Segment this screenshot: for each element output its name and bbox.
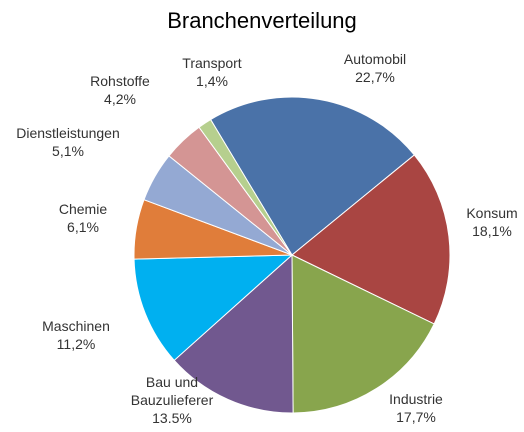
- value-label: 1,4%: [196, 73, 228, 89]
- value-label: 18,1%: [472, 223, 512, 239]
- chart-title: Branchenverteilung: [167, 8, 357, 33]
- pie-slice: [209, 96, 416, 256]
- category-label: Bau und Bauzulieferer: [130, 374, 214, 408]
- value-label: 22,7%: [355, 69, 395, 85]
- slice-label: Chemie 6,1%: [59, 200, 107, 236]
- category-label: Industrie: [389, 391, 443, 407]
- value-label: 5,1%: [52, 143, 84, 159]
- value-label: 17,7%: [396, 409, 436, 425]
- value-label: 4,2%: [104, 91, 136, 107]
- pie-slice: [133, 254, 294, 362]
- value-label: 6,1%: [67, 219, 99, 235]
- slice-label: Automobil 22,7%: [344, 50, 406, 86]
- pie-slice: [291, 254, 435, 414]
- slice-label: Rohstoffe 4,2%: [90, 72, 150, 108]
- pie-slice: [173, 253, 294, 414]
- category-label: Chemie: [58, 201, 108, 217]
- slice-label: Bau und Bauzulieferer 13.5%: [112, 373, 232, 427]
- value-label: 13.5%: [152, 410, 192, 426]
- slice-label: Dienstleistungen 5,1%: [16, 124, 120, 160]
- category-label: Konsum: [466, 205, 518, 221]
- category-label: Automobil: [343, 51, 407, 67]
- category-label: Transport: [182, 55, 242, 71]
- category-label: Rohstoffe: [90, 73, 150, 89]
- category-label: Dienstleistungen: [16, 125, 120, 141]
- slice-label: Konsum 18,1%: [466, 204, 517, 240]
- category-label: Maschinen: [42, 318, 110, 334]
- slice-label: Transport 1,4%: [182, 54, 241, 90]
- value-label: 11,2%: [56, 336, 96, 352]
- pie-slice: [291, 154, 451, 325]
- slice-label: Maschinen 11,2%: [42, 317, 110, 353]
- pie-slice: [198, 118, 293, 256]
- slice-label: Industrie 17,7%: [389, 390, 443, 426]
